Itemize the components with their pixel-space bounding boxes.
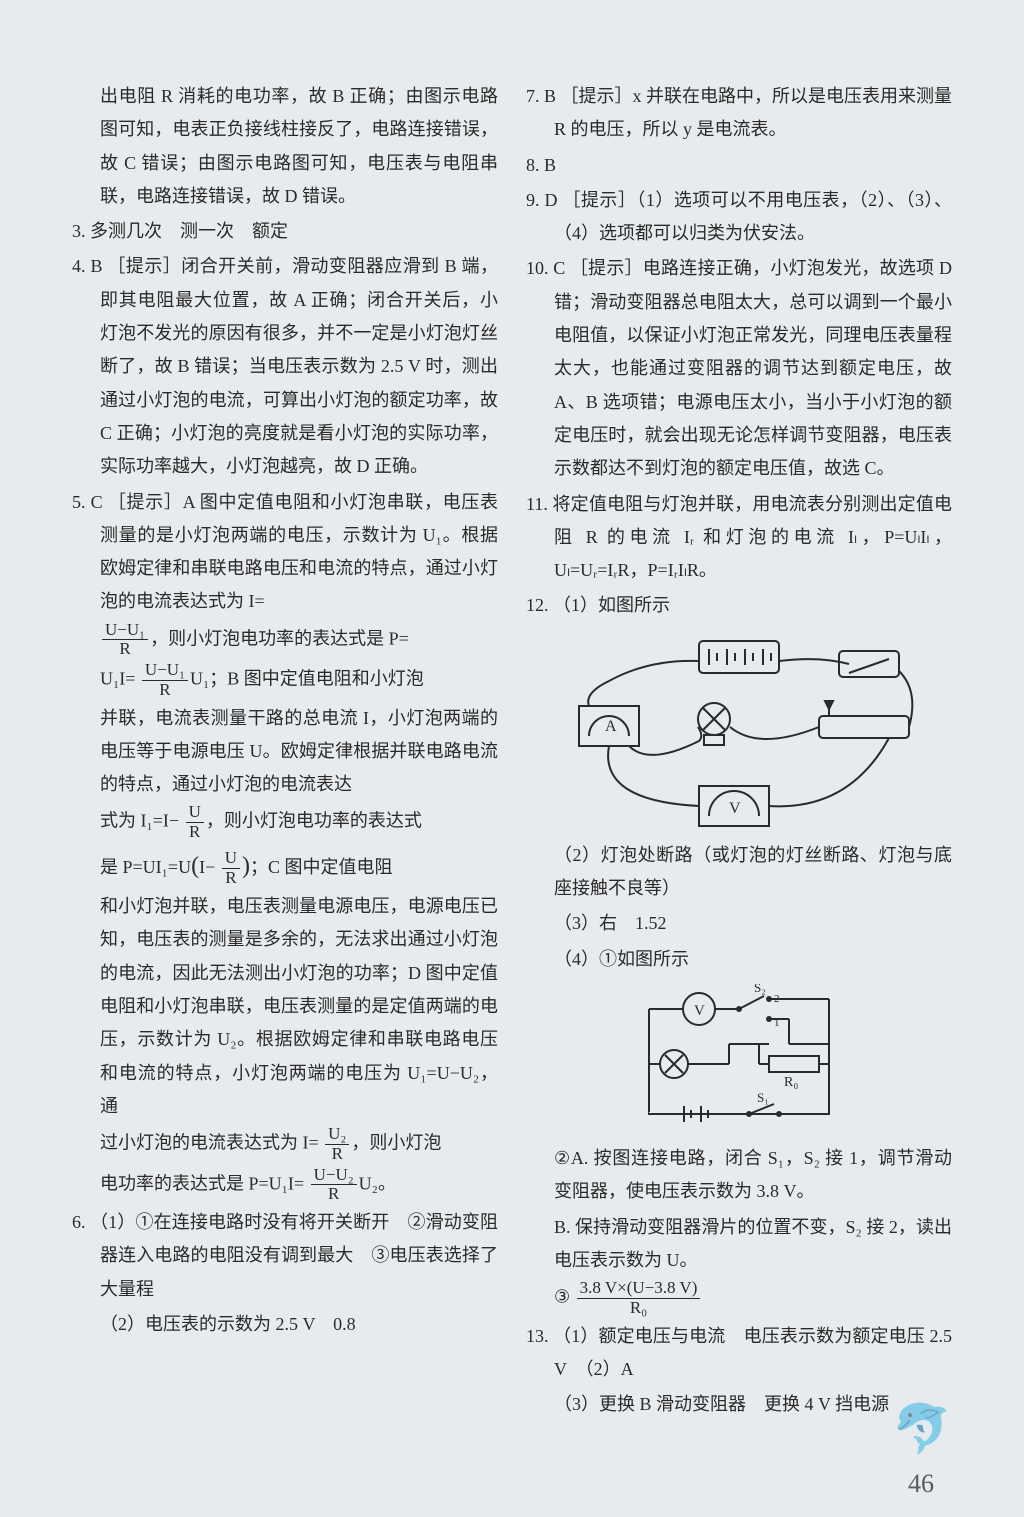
answer-5-text-k: 和小灯泡并联，电压表测量电源电压，电源电压已知，电压表的测量是多余的，无法求出通… <box>72 890 498 1123</box>
answer-3: 3. 多测几次 测一次 额定 <box>72 215 498 248</box>
svg-text:V: V <box>729 800 741 817</box>
svg-text:R₀: R₀ <box>784 1075 798 1090</box>
fraction-2: U−U₁ R <box>142 661 188 699</box>
answer-5-line5: 是 P=UI₁=U(I− U R )；C 图中定值电阻 <box>72 844 498 888</box>
answer-5-text-a: 5. C ［提示］A 图中定值电阻和小灯泡串联，电压表测量的是小灯泡两端的电压，… <box>72 492 498 612</box>
answer-5-text-c: U₁I= <box>100 668 135 688</box>
answer-6-1: 6. （1）①在连接电路时没有将开关断开 ②滑动变阻器连入电路的电阻没有调到最大… <box>72 1206 498 1306</box>
answer-4: 4. B ［提示］闭合开关前，滑动变阻器应滑到 B 端，即其电阻最大位置，故 A… <box>72 250 498 483</box>
answer-5-line6: 过小灯泡的电流表达式为 I= U₂ R ，则小灯泡 <box>72 1125 498 1163</box>
answer-5-line3: U₁I= U−U₁ R U₁；B 图中定值电阻和小灯泡 <box>72 661 498 699</box>
circuit-svg-2: V S₂ 2 1 <box>629 984 849 1134</box>
fraction-num: U−U₁ <box>142 661 188 681</box>
fraction-7: 3.8 V×(U−3.8 V) R₀ <box>577 1279 701 1317</box>
answer-12-4-3-prefix: ③ <box>554 1286 570 1306</box>
answer-5-text-g: ，则小灯泡电功率的表达式 <box>206 811 422 831</box>
fraction-den: R <box>311 1185 357 1204</box>
dolphin-icon: 🐬 <box>892 1400 952 1457</box>
answer-5-text-n: 电功率的表达式是 P=U₁I= <box>100 1173 304 1193</box>
answer-5-text-h: 是 P=UI₁=U <box>100 857 191 877</box>
answer-5: 5. C ［提示］A 图中定值电阻和小灯泡串联，电压表测量的是小灯泡两端的电压，… <box>72 486 498 619</box>
fraction-num: U₂ <box>325 1125 349 1145</box>
paren-close: ) <box>242 853 250 879</box>
answer-12-4-2a: ②A. 按图连接电路，闭合 S₁，S₂ 接 1，调节滑动变阻器，使电压表示数为 … <box>526 1142 952 1209</box>
svg-text:A: A <box>605 718 617 735</box>
fraction-num: U <box>222 849 240 869</box>
answer-12-3: （3）右 1.52 <box>526 907 952 940</box>
answer-5-text-d: U₁；B 图中定值电阻和小灯泡 <box>190 668 424 688</box>
answer-5-text-b: ，则小灯泡电功率的表达式是 P= <box>150 628 409 648</box>
answer-5-text-e: 并联，电流表测量干路的总电流 I，小灯泡两端的电压等于电源电压 U。欧姆定律根据… <box>72 702 498 802</box>
answer-13-1: 13. （1）额定电压与电流 电压表示数为额定电压 2.5 V （2）A <box>526 1320 952 1387</box>
fraction-6: U−U₂ R <box>311 1166 357 1204</box>
fraction-den: R <box>186 823 204 842</box>
fraction-den: R <box>325 1145 349 1164</box>
answer-5-line7: 电功率的表达式是 P=U₁I= U−U₂ R U₂。 <box>72 1166 498 1204</box>
answer-5-line2: U−U₁ R ，则小灯泡电功率的表达式是 P= <box>72 621 498 659</box>
answer-6-2: （2）电压表的示数为 2.5 V 0.8 <box>72 1308 498 1341</box>
answer-7: 7. B ［提示］x 并联在电路中，所以是电压表用来测量 R 的电压，所以 y … <box>526 80 952 147</box>
answer-12-4-3: ③ 3.8 V×(U−3.8 V) R₀ <box>526 1279 952 1317</box>
page-content: 出电阻 R 消耗的电功率，故 B 正确；由图示电路图可知，电表正负接线柱接反了，… <box>72 0 952 1463</box>
svg-text:S₁: S₁ <box>757 1090 769 1105</box>
fraction-den: R <box>142 681 188 700</box>
answer-5-line4: 式为 I₁=I− U R ，则小灯泡电功率的表达式 <box>72 803 498 841</box>
svg-text:V: V <box>694 1003 705 1019</box>
circuit-diagram-1: A V <box>526 631 952 831</box>
answer-5-text-m: ，则小灯泡 <box>351 1133 441 1153</box>
answer-8: 8. B <box>526 149 952 182</box>
fraction-num: 3.8 V×(U−3.8 V) <box>577 1279 701 1299</box>
answer-9: 9. D ［提示］（1）选项可以不用电压表，（2）、（3）、（4）选项都可以归类… <box>526 184 952 251</box>
answer-5-text-f: 式为 I₁=I− <box>100 811 179 831</box>
fraction-num: U <box>186 803 204 823</box>
right-column: 7. B ［提示］x 并联在电路中，所以是电压表用来测量 R 的电压，所以 y … <box>526 80 952 1423</box>
left-column: 出电阻 R 消耗的电功率，故 B 正确；由图示电路图可知，电表正负接线柱接反了，… <box>72 80 498 1423</box>
fraction-den: R <box>222 869 240 888</box>
answer-5-text-o: U₂。 <box>359 1173 396 1193</box>
circuit-svg-1: A V <box>549 631 929 831</box>
answer-12-2: （2）灯泡处断路（或灯泡的灯丝断路、灯泡与底座接触不良等） <box>526 839 952 906</box>
answer-5-text-l: 过小灯泡的电流表达式为 I= <box>100 1133 319 1153</box>
page-number: 46 <box>908 1469 934 1499</box>
answer-10: 10. C ［提示］电路连接正确，小灯泡发光，故选项 D 错；滑动变阻器总电阻太… <box>526 252 952 485</box>
fraction-5: U₂ R <box>325 1125 349 1163</box>
fraction-4: U R <box>222 849 240 887</box>
fraction-num: U−U₁ <box>102 621 148 641</box>
fraction-3: U R <box>186 803 204 841</box>
answer-2-continuation: 出电阻 R 消耗的电功率，故 B 正确；由图示电路图可知，电表正负接线柱接反了，… <box>72 80 498 213</box>
fraction-1: U−U₁ R <box>102 621 148 659</box>
answer-5-text-i-mid: I− <box>199 857 215 877</box>
fraction-den: R <box>102 640 148 659</box>
answer-13-3: （3）更换 B 滑动变阻器 更换 4 V 挡电源 <box>526 1388 952 1421</box>
circuit-diagram-2: V S₂ 2 1 <box>526 984 952 1134</box>
answer-12-4-2b: B. 保持滑动变阻器滑片的位置不变，S₂ 接 2，读出电压表示数为 U。 <box>526 1211 952 1278</box>
answer-12-4: （4）①如图所示 <box>526 943 952 976</box>
answer-11: 11. 将定值电阻与灯泡并联，用电流表分别测出定值电阻 R 的电流 Iᵣ 和灯泡… <box>526 488 952 588</box>
fraction-den: R₀ <box>577 1299 701 1318</box>
answer-5-text-j: ；C 图中定值电阻 <box>250 857 393 877</box>
fraction-num: U−U₂ <box>311 1166 357 1186</box>
paren-open: ( <box>191 853 199 879</box>
svg-text:S₂: S₂ <box>754 984 766 995</box>
answer-12-1: 12. （1）如图所示 <box>526 589 952 622</box>
